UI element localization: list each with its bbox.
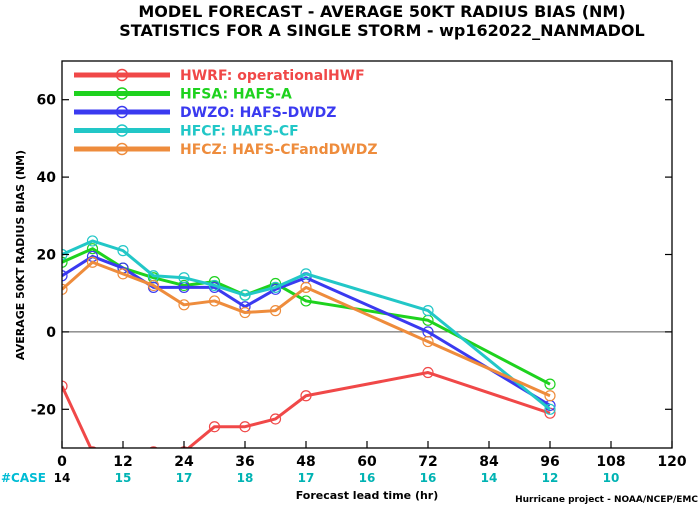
x-axis-label: Forecast lead time (hr) bbox=[296, 489, 439, 502]
data-point bbox=[149, 446, 158, 448]
data-point bbox=[422, 335, 434, 348]
y-tick-label: 20 bbox=[37, 248, 57, 264]
case-count: 14 bbox=[481, 471, 498, 485]
x-tick-label: 48 bbox=[296, 454, 315, 470]
data-point bbox=[117, 268, 129, 280]
data-point bbox=[269, 281, 282, 293]
data-point bbox=[239, 289, 251, 301]
case-count: 17 bbox=[298, 471, 315, 485]
y-axis-label: AVERAGE 50KT RADIUS BIAS (NM) bbox=[14, 150, 27, 360]
x-tick-label: 72 bbox=[418, 454, 437, 470]
data-point bbox=[86, 243, 99, 255]
x-tick-label: 12 bbox=[113, 454, 132, 470]
data-point bbox=[239, 306, 251, 319]
data-point bbox=[544, 390, 556, 402]
legend-marker bbox=[115, 142, 129, 156]
data-point bbox=[86, 256, 99, 268]
data-point bbox=[300, 268, 312, 280]
data-point bbox=[422, 366, 434, 379]
data-point bbox=[208, 295, 221, 307]
x-tick-label: 96 bbox=[540, 454, 559, 470]
data-point bbox=[178, 299, 190, 311]
y-tick-label: -20 bbox=[31, 402, 57, 418]
data-point bbox=[62, 270, 68, 282]
data-point bbox=[62, 256, 68, 268]
data-point bbox=[544, 378, 556, 390]
series-line-0 bbox=[62, 371, 551, 448]
data-point bbox=[88, 446, 97, 448]
case-count: 16 bbox=[420, 471, 437, 485]
x-tick-label: 84 bbox=[479, 454, 499, 470]
data-point bbox=[422, 305, 434, 317]
legend-label: HWRF: operationalHWF bbox=[180, 68, 365, 84]
series-group bbox=[62, 235, 556, 448]
data-point bbox=[269, 413, 282, 425]
x-tick-label: 108 bbox=[596, 454, 625, 470]
credit-text: Hurricane project - NOAA/NCEP/EMC bbox=[515, 495, 698, 505]
data-point bbox=[239, 421, 251, 433]
legend-marker bbox=[115, 105, 129, 119]
legend-marker bbox=[115, 87, 129, 100]
x-tick-label: 120 bbox=[657, 454, 686, 470]
series-line-3 bbox=[62, 239, 551, 411]
data-point bbox=[300, 390, 312, 402]
case-label: #CASE bbox=[1, 471, 46, 485]
case-count: 18 bbox=[237, 471, 254, 485]
case-count: 17 bbox=[176, 471, 193, 485]
chart-title: MODEL FORECAST - AVERAGE 50KT RADIUS BIA… bbox=[138, 2, 625, 21]
legend-label: HFSA: HAFS-A bbox=[180, 87, 292, 103]
x-tick-label: 24 bbox=[174, 454, 194, 470]
plot-frame bbox=[61, 60, 673, 449]
data-point bbox=[178, 272, 190, 284]
y-tick-label: 0 bbox=[46, 325, 56, 341]
case-count: 15 bbox=[115, 471, 132, 485]
data-point bbox=[208, 421, 221, 433]
plot-area: 0 12 24 36 48 60 72 84 96 108 120 -20 0 20 40 60 #CASE 14… bbox=[1, 60, 687, 485]
case-count: 10 bbox=[603, 471, 620, 485]
data-point bbox=[86, 235, 99, 247]
data-point bbox=[117, 245, 129, 257]
data-point bbox=[300, 295, 312, 307]
legend-label: DWZO: HAFS-DWDZ bbox=[180, 105, 336, 121]
data-point bbox=[62, 380, 68, 392]
series-line-4 bbox=[62, 260, 551, 398]
legend-label: HFCF: HAFS-CF bbox=[180, 124, 299, 140]
y-tick-label: 60 bbox=[37, 93, 57, 109]
series-line-1 bbox=[62, 247, 551, 386]
data-point bbox=[544, 403, 556, 415]
legend-marker bbox=[115, 124, 129, 137]
y-tick-label: 40 bbox=[37, 170, 57, 186]
case-count: 14 bbox=[54, 471, 71, 485]
data-point bbox=[208, 279, 221, 292]
data-point bbox=[147, 279, 160, 292]
data-point bbox=[269, 305, 282, 317]
chart-subtitle: STATISTICS FOR A SINGLE STORM - wp162022… bbox=[119, 21, 644, 40]
legend: HWRF: operationalHWF HFSA: HAFS-A DWZO: HA… bbox=[74, 68, 377, 158]
data-point bbox=[300, 281, 312, 293]
x-tick-label: 60 bbox=[357, 454, 377, 470]
case-count: 16 bbox=[359, 471, 376, 485]
data-point bbox=[62, 283, 68, 295]
legend-marker bbox=[115, 68, 129, 82]
legend-label: HFCZ: HAFS-CFandDWDZ bbox=[180, 142, 377, 158]
series-line-2 bbox=[62, 254, 551, 407]
x-tick-label: 36 bbox=[235, 454, 254, 470]
x-tick-label: 0 bbox=[57, 454, 67, 470]
case-count: 12 bbox=[542, 471, 559, 485]
